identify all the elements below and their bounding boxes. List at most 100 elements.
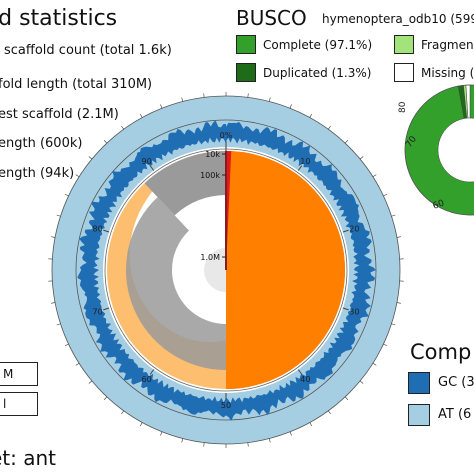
dataset-label: et: ant: [0, 446, 57, 470]
stat-n50-label: ength (600k): [0, 136, 83, 151]
outer-tick: [56, 214, 61, 217]
percent-tick-label: 20: [349, 224, 359, 233]
outer-tick: [121, 125, 124, 130]
percent-tick: [342, 229, 349, 233]
outer-tick: [372, 362, 377, 366]
outer-tick: [139, 422, 143, 427]
busco-duplicated-label: Duplicated (1.3%): [263, 66, 372, 80]
outer-tick: [56, 323, 61, 326]
outer-tick: [396, 302, 401, 304]
percent-tick-label: 70: [93, 308, 103, 317]
busco-complete-swatch: [236, 35, 256, 54]
outer-tick: [344, 140, 349, 144]
outer-tick: [247, 442, 249, 447]
percent-tick: [103, 307, 110, 311]
composition-gc-swatch: [408, 372, 430, 394]
outer-tick: [64, 193, 69, 197]
outer-tick: [88, 380, 93, 384]
percent-tick-label: 90: [142, 157, 152, 166]
radial-scale-label: 100k: [200, 171, 220, 180]
percent-tick-label: 60: [142, 375, 152, 384]
outer-tick: [160, 104, 163, 109]
gray-wedge-top: [144, 151, 226, 216]
outer-tick: [64, 343, 69, 347]
outer-tick: [247, 93, 249, 98]
percent-tick: [297, 165, 303, 171]
busco-fragmented-swatch: [394, 35, 414, 54]
gray-spiral-band: [126, 197, 226, 370]
percent-tick: [149, 369, 155, 375]
percent-tick-label: 0%: [220, 131, 233, 140]
outer-tick: [359, 156, 364, 160]
outer-tick: [88, 156, 93, 160]
percent-tick: [103, 229, 110, 233]
outer-tick: [181, 438, 184, 443]
busco-lineage: hymenoptera_odb10 (5991: [322, 12, 474, 26]
outer-tick: [103, 140, 108, 144]
percent-tick-label: 80: [93, 224, 103, 233]
outer-tick: [75, 174, 80, 178]
longest-scaffold-wedge: [226, 151, 232, 270]
assembly-stats-title: ld statistics: [0, 6, 118, 31]
busco-duplicated-swatch: [236, 63, 256, 82]
percent-tick: [149, 165, 155, 171]
outer-tick: [328, 410, 331, 415]
outer-tick: [121, 410, 124, 415]
outer-tick: [103, 396, 108, 400]
outer-tick: [359, 380, 364, 384]
n50-sector-top: [226, 151, 345, 389]
composition-at-label: AT (6: [438, 407, 472, 422]
scale-box-1-text: M: [3, 367, 14, 381]
outer-tick: [372, 174, 377, 178]
busco-tick-label: 60: [432, 198, 446, 211]
stat-scaffold-count-label: scaffold count (total 1.6k): [4, 43, 172, 58]
outer-tick: [181, 97, 184, 102]
at-ring-inner-edge: [75, 119, 377, 421]
outer-tick: [203, 442, 205, 447]
busco-complete-label: Complete (97.1%): [263, 38, 373, 52]
outer-tick: [391, 323, 396, 326]
scale-box-2: l: [0, 392, 38, 416]
busco-hole: [450, 130, 474, 170]
outer-tick: [383, 343, 388, 347]
busco-missing-label: Missing (: [421, 66, 474, 80]
stat-n90-label: ength (94k): [0, 166, 75, 181]
percent-tick-label: 10: [300, 157, 310, 166]
outer-tick: [139, 113, 143, 118]
percent-tick-label: 30: [349, 308, 359, 317]
percent-tick: [342, 307, 349, 311]
radial-scale-label: 1.0M: [200, 253, 220, 262]
outer-tick: [344, 396, 349, 400]
outer-tick: [309, 113, 313, 118]
busco-fragmented-label: Fragment: [421, 38, 474, 52]
outer-tick: [51, 302, 56, 304]
stat-longest-scaffold-label: est scaffold (2.1M): [0, 107, 119, 122]
outer-tick: [268, 97, 271, 102]
main-border: [104, 148, 348, 392]
outer-tick: [383, 193, 388, 197]
outer-tick: [160, 431, 163, 436]
busco-outer-border: [404, 84, 474, 216]
busco-title: BUSCO: [236, 6, 307, 30]
outer-tick: [51, 236, 56, 238]
percent-tick: [297, 369, 303, 375]
scale-box-2-text: l: [3, 397, 7, 411]
outer-tick: [75, 362, 80, 366]
composition-gc-label: GC (3: [438, 375, 474, 390]
stat-scaffold-length-label: fold length (total 310M): [0, 77, 153, 92]
outer-tick: [289, 104, 292, 109]
percent-tick-label: 40: [300, 375, 310, 384]
radial-scale-label: 10k: [205, 150, 220, 159]
outer-tick: [203, 93, 205, 98]
percent-tick-label: 50: [221, 401, 231, 410]
composition-at-swatch: [408, 404, 430, 426]
outer-tick: [289, 431, 292, 436]
composition-title: Comp: [410, 340, 472, 364]
outer-tick: [328, 125, 331, 130]
busco-tick-label: 80: [398, 101, 408, 113]
outer-tick: [309, 422, 313, 427]
outer-tick: [268, 438, 271, 443]
